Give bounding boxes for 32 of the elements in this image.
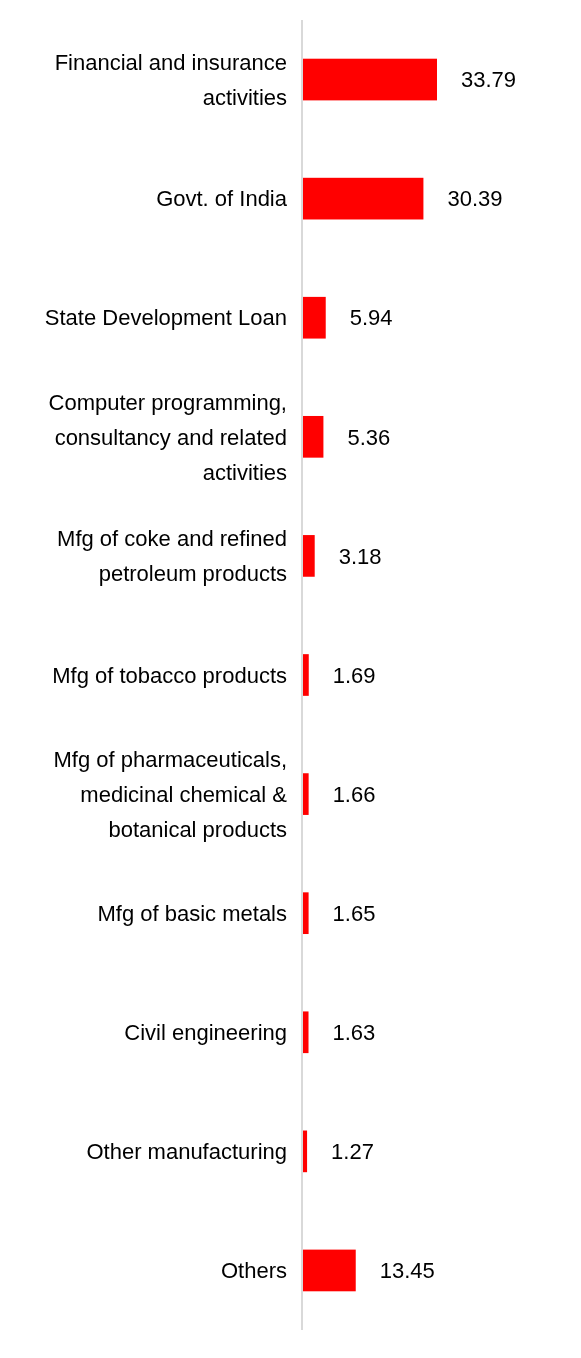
y-tick-label: Mfg of tobacco products — [52, 662, 287, 688]
y-tick-label: Mfg of basic metals — [97, 900, 287, 926]
data-label: 1.66 — [332, 781, 376, 807]
bar — [302, 177, 424, 220]
y-tick-label: Mfg of coke and refined petroleum products — [57, 526, 287, 587]
bar — [302, 535, 315, 577]
y-tick-label: Mfg of pharmaceuticals, medicinal chemical & botanical products — [53, 746, 288, 842]
data-label: 5.94 — [349, 305, 393, 331]
y-tick-label: Computer programming, consultancy and related activities — [48, 389, 287, 485]
y-tick-label: Others — [220, 1258, 287, 1284]
bar — [302, 654, 309, 696]
bar — [302, 296, 326, 339]
data-label: 5.36 — [347, 424, 391, 450]
data-label: 1.27 — [331, 1139, 374, 1165]
data-label: 1.69 — [332, 662, 376, 688]
bar — [302, 415, 324, 458]
data-label: 30.39 — [447, 186, 503, 212]
data-label: 1.65 — [332, 900, 376, 926]
bar — [302, 892, 309, 935]
data-label: 13.45 — [379, 1258, 435, 1284]
bar — [302, 1011, 309, 1054]
data-label: 3.18 — [338, 543, 382, 569]
data-label: 33.79 — [461, 67, 517, 93]
bar — [302, 773, 309, 815]
y-tick-label: Financial and insurance activities — [54, 49, 287, 110]
bar — [302, 58, 437, 101]
data-label: 1.63 — [332, 1019, 376, 1045]
bar — [302, 1249, 356, 1292]
y-tick-label: State Development Loan — [44, 305, 287, 331]
y-tick-label: Other manufacturing — [86, 1139, 287, 1165]
y-tick-label: Civil engineering — [124, 1019, 287, 1045]
y-tick-label: Govt. of India — [156, 186, 288, 212]
